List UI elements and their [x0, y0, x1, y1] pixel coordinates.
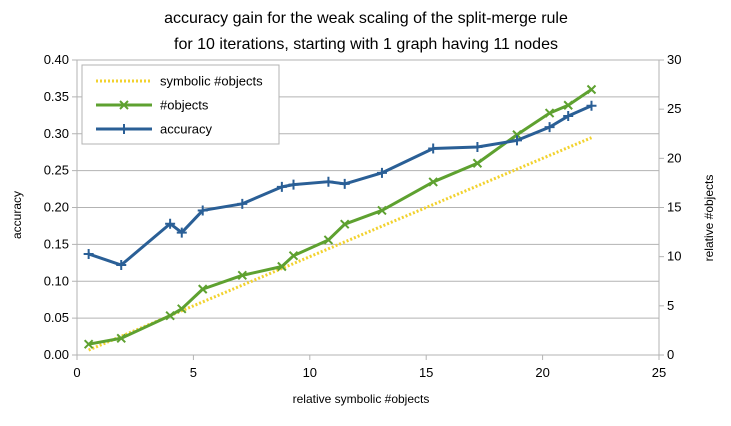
chart-subtitle: for 10 iterations, starting with 1 graph…: [174, 36, 558, 53]
data-point: [377, 205, 387, 216]
y-tick-label: 0.20: [44, 200, 69, 215]
data-point: [165, 310, 175, 321]
data-point: [276, 181, 287, 192]
chart-title: accuracy gain for the weak scaling of th…: [164, 10, 568, 27]
legend-items: symbolic #objects #objects accuracy: [96, 74, 263, 137]
y-tick-label: 0.05: [44, 310, 69, 325]
data-point: [83, 339, 94, 349]
legend-label: symbolic #objects: [160, 74, 263, 89]
y2-tick-label: 5: [667, 298, 674, 313]
data-point: [428, 143, 439, 154]
legend-item: symbolic #objects: [96, 74, 263, 89]
y2-tick-label: 25: [667, 101, 681, 116]
y2-tick-label: 10: [667, 249, 681, 264]
data-point: [323, 235, 334, 245]
data-point: [288, 250, 299, 261]
data-point: [177, 304, 187, 314]
y2-tick-label: 30: [667, 52, 681, 67]
data-point: [512, 130, 522, 140]
y2-axis-title: relative #objects: [702, 175, 716, 262]
x-tick-label: 25: [652, 365, 666, 380]
series-layer: [83, 84, 597, 352]
y-tick-label: 0.10: [44, 273, 69, 288]
data-point: [323, 176, 334, 187]
data-point: [586, 84, 597, 95]
y-tick-label: 0.35: [44, 89, 69, 104]
data-point: [472, 158, 483, 168]
x-tick-label: 15: [419, 365, 433, 380]
data-point: [237, 198, 248, 209]
legend-item: #objects: [96, 98, 209, 113]
y-tick-label: 0.15: [44, 236, 69, 251]
data-point: [563, 100, 573, 110]
x-tick-label: 20: [535, 365, 549, 380]
data-point: [339, 178, 350, 189]
series-accuracy: [83, 100, 597, 271]
legend-marker: [119, 100, 129, 110]
legend-label: accuracy: [160, 122, 213, 137]
data-point: [165, 218, 176, 229]
data-point: [563, 111, 574, 122]
y2-tick-label: 0: [667, 347, 674, 362]
data-point: [288, 179, 299, 190]
y-tick-label: 0.25: [44, 163, 69, 178]
legend-marker: [119, 124, 129, 134]
series-objects: [83, 84, 597, 349]
data-point: [176, 227, 187, 238]
x-tick-label: 0: [73, 365, 80, 380]
data-point: [428, 177, 438, 187]
y-tick-label: 0.30: [44, 126, 69, 141]
x-tick-label: 5: [190, 365, 197, 380]
right-axis-ticks: 0 5 10 15 20 25 30: [667, 52, 681, 362]
data-point: [116, 333, 126, 343]
data-point: [197, 205, 208, 216]
plot-area: [76, 59, 660, 356]
data-point: [544, 108, 555, 118]
y-axis-title: accuracy: [10, 191, 24, 239]
x-axis-ticks: 0 5 10 15 20 25: [73, 365, 666, 380]
data-point: [472, 142, 483, 153]
data-point: [586, 100, 597, 111]
x-axis-title: relative symbolic #objects: [293, 392, 430, 406]
y-tick-label: 0.00: [44, 347, 69, 362]
y2-tick-label: 15: [667, 200, 681, 215]
data-point: [376, 167, 387, 178]
data-point: [544, 122, 555, 133]
data-point: [340, 219, 350, 229]
legend-label: #objects: [160, 98, 209, 113]
y-tick-label: 0.40: [44, 52, 69, 67]
data-point: [237, 270, 247, 281]
data-point: [511, 135, 522, 146]
y2-tick-label: 20: [667, 150, 681, 165]
legend: symbolic #objects #objects accuracy: [81, 64, 280, 145]
data-point: [198, 284, 208, 294]
x-tick-label: 10: [303, 365, 317, 380]
legend-item: accuracy: [96, 122, 213, 137]
data-point: [116, 260, 127, 271]
data-point: [83, 248, 94, 259]
data-point: [277, 261, 287, 272]
left-axis-ticks: 0.00 0.05 0.10 0.15 0.20 0.25 0.30 0.35 0.40: [44, 52, 69, 362]
